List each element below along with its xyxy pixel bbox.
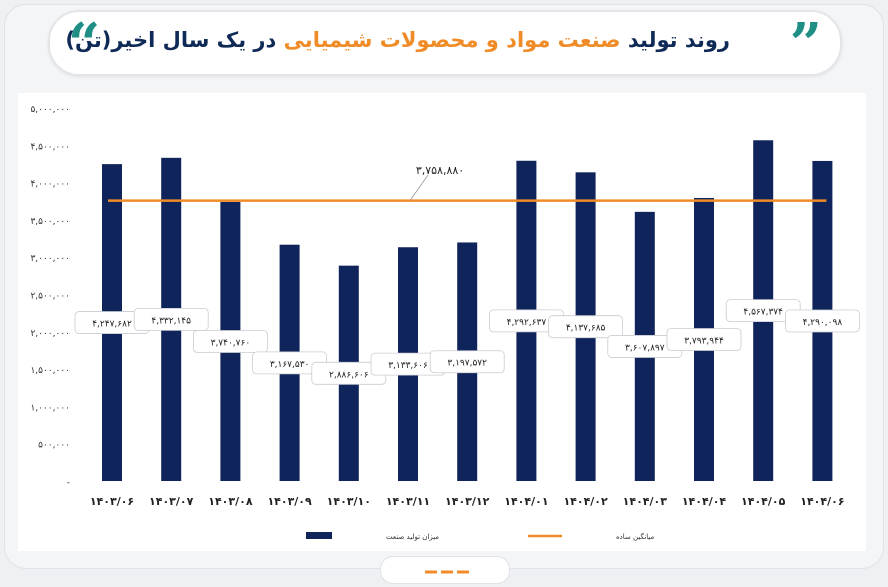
x-tick-label: ۱۴۰۳/۰۷ — [149, 495, 194, 508]
x-tick-label: ۱۴۰۳/۱۰ — [327, 495, 371, 508]
title-part: در یک سال اخیر(تن) — [65, 28, 284, 52]
y-tick-label: ۲,۰۰۰,۰۰۰ — [30, 329, 70, 339]
x-tick-label: ۱۴۰۴/۰۵ — [741, 495, 786, 508]
value-label-box — [785, 309, 860, 333]
value-label-box — [429, 350, 505, 374]
value-label: ۳,۷۹۳,۹۴۴ — [684, 336, 724, 346]
y-tick-label: ۳,۰۰۰,۰۰۰ — [30, 254, 70, 264]
value-label: ۳,۱۳۳,۶۰۶ — [388, 361, 428, 371]
legend-label: میانگین ساده — [616, 532, 655, 541]
decoration — [425, 570, 469, 574]
x-tick-label: ۱۴۰۴/۰۴ — [682, 495, 727, 508]
chart-title: روند تولید صنعت مواد و محصولات شیمیایی د… — [65, 28, 730, 52]
x-tick-label: ۱۴۰۴/۰۶ — [800, 495, 844, 508]
x-tick-label: ۱۴۰۳/۱۱ — [386, 495, 430, 508]
title-part: روند تولید — [620, 28, 730, 52]
quote-mark: “ — [68, 11, 101, 77]
y-tick-label: ۴,۵۰۰,۰۰۰ — [30, 142, 70, 152]
x-tick-label: ۱۴۰۳/۱۲ — [445, 495, 490, 508]
quote-mark: ” — [789, 11, 822, 77]
value-label-box — [666, 328, 742, 351]
value-label: ۴,۲۴۷,۶۸۲ — [92, 320, 132, 330]
title-part: صنعت مواد و محصولات شیمیایی — [283, 28, 621, 52]
x-tick-label: ۱۴۰۴/۰۳ — [623, 495, 668, 508]
x-tick-label: ۱۴۰۳/۰۶ — [90, 495, 134, 508]
x-tick-label: ۱۴۰۴/۰۱ — [504, 495, 548, 508]
value-label: ۳,۶۰۷,۸۹۷ — [625, 343, 665, 353]
value-label: ۴,۲۹۲,۶۳۷ — [507, 318, 547, 328]
average-leader — [409, 174, 429, 201]
value-label: ۴,۲۹۰,۰۹۸ — [803, 318, 843, 328]
y-tick-label: ۱,۰۰۰,۰۰۰ — [30, 403, 70, 413]
y-tick-label: ۵۰۰,۰۰۰ — [38, 441, 70, 451]
chart-panel: - ۵۰۰,۰۰۰ ۱,۰۰۰,۰۰۰ ۱,۵۰۰,۰۰۰ ۲,۰۰۰,۰۰۰ ۲,۵۰۰… — [18, 93, 866, 551]
bottom-pill — [380, 556, 510, 584]
value-label: ۳,۱۹۷,۵۷۲ — [447, 359, 487, 369]
chart: - ۵۰۰,۰۰۰ ۱,۰۰۰,۰۰۰ ۱,۵۰۰,۰۰۰ ۲,۰۰۰,۰۰۰ ۲,۵۰۰… — [30, 105, 860, 541]
y-tick-label: ۵,۰۰۰,۰۰۰ — [30, 105, 70, 115]
x-tick-label: ۱۴۰۳/۰۹ — [267, 495, 312, 508]
average-label: ۳,۷۵۸,۸۸۰ — [416, 164, 464, 177]
y-tick-label: ۲,۵۰۰,۰۰۰ — [30, 292, 70, 302]
value-label: ۲,۸۸۶,۶۰۶ — [329, 370, 369, 380]
page: {"chart_data": { "type": "bar", "title":… — [4, 4, 884, 584]
x-tick-label: ۱۴۰۴/۰۲ — [563, 495, 608, 508]
title-pill: “ ” روند تولید صنعت مواد و محصولات شیمیا… — [48, 10, 842, 76]
value-label-box — [133, 308, 209, 331]
value-label: ۴,۱۳۷,۶۸۵ — [566, 324, 606, 334]
value-label: ۴,۵۶۷,۳۷۴ — [743, 308, 783, 318]
value-label: ۴,۳۳۲,۱۴۵ — [151, 316, 191, 326]
y-tick-label: ۴,۰۰۰,۰۰۰ — [30, 180, 70, 190]
legend-swatch — [306, 532, 332, 539]
y-tick-label: - — [67, 478, 70, 488]
y-tick-label: ۱,۵۰۰,۰۰۰ — [30, 366, 70, 376]
x-tick-label: ۱۴۰۳/۰۸ — [208, 495, 253, 508]
legend-label: میزان تولید صنعت — [386, 533, 439, 541]
y-tick-label: ۳,۵۰۰,۰۰۰ — [30, 217, 70, 227]
value-label: ۳,۷۴۰,۷۶۰ — [211, 338, 251, 348]
value-label-box — [548, 315, 623, 339]
value-label-box — [192, 330, 268, 353]
value-label: ۳,۱۶۷,۵۳۰ — [270, 360, 310, 370]
